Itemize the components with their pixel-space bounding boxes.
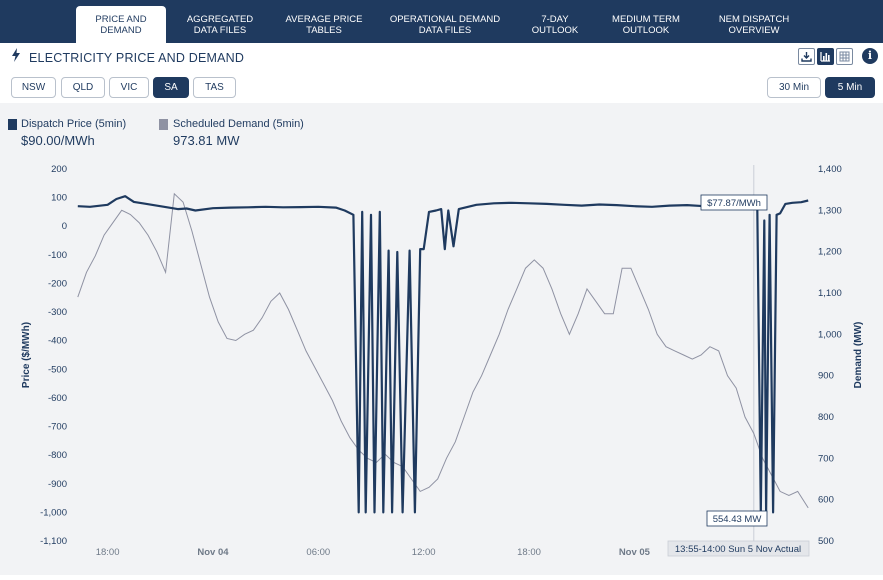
tab-nem-dispatch-overview[interactable]: NEM DISPATCH OVERVIEW bbox=[702, 6, 806, 43]
x-tick-label: 06:00 bbox=[306, 547, 330, 558]
price-series-line bbox=[77, 195, 809, 514]
y-left-tick-label: 100 bbox=[51, 193, 67, 204]
title-bar: ELECTRICITY PRICE AND DEMAND i bbox=[0, 43, 883, 73]
time-tooltip-box bbox=[667, 540, 810, 557]
demand-tooltip-text: 554.43 MW bbox=[713, 514, 762, 525]
y-right-tick-label: 1,100 bbox=[818, 288, 842, 299]
y-right-tick-label: 1,400 bbox=[818, 164, 842, 175]
y-right-tick-label: 800 bbox=[818, 412, 834, 423]
region-button-sa[interactable]: SA bbox=[153, 77, 189, 98]
y-left-tick-label: -200 bbox=[48, 278, 67, 289]
tab-label: OVERVIEW bbox=[728, 24, 780, 36]
legend-price-swatch bbox=[8, 119, 17, 130]
tab-aggregated-data-files[interactable]: AGGREGATED DATA FILES bbox=[175, 6, 265, 43]
y-left-tick-label: -1,000 bbox=[40, 507, 67, 518]
tab-operational-demand-data-files[interactable]: OPERATIONAL DEMAND DATA FILES bbox=[386, 6, 504, 43]
y-right-tick-label: 500 bbox=[818, 536, 834, 547]
tab-label: OUTLOOK bbox=[622, 24, 670, 36]
y-right-tick-label: 1,000 bbox=[818, 329, 842, 340]
price-tooltip-text: $77.87/MWh bbox=[707, 198, 761, 209]
chart-panel bbox=[0, 103, 883, 575]
x-tick-label: Nov 04 bbox=[197, 547, 229, 558]
tab-label: MEDIUM TERM bbox=[612, 13, 680, 25]
legend-demand-label: Scheduled Demand (5min) bbox=[173, 118, 304, 130]
tab-label: DATA FILES bbox=[193, 24, 247, 36]
tab-medium-term-outlook[interactable]: MEDIUM TERM OUTLOOK bbox=[603, 6, 689, 43]
table-view-icon bbox=[839, 51, 850, 62]
region-button-qld[interactable]: QLD bbox=[61, 77, 105, 98]
page-title: ELECTRICITY PRICE AND DEMAND bbox=[29, 51, 245, 65]
lightning-icon bbox=[12, 48, 20, 62]
legend-demand-swatch bbox=[159, 119, 168, 130]
interval-button-30min[interactable]: 30 Min bbox=[767, 77, 821, 98]
tab-label: AGGREGATED bbox=[186, 13, 254, 25]
y-right-tick-label: 1,300 bbox=[818, 205, 842, 216]
price-tooltip-box bbox=[700, 194, 768, 211]
y-left-tick-label: 200 bbox=[51, 164, 67, 175]
x-tick-label: 12:00 bbox=[412, 547, 436, 558]
y-right-axis-title: Demand (MW) bbox=[853, 322, 864, 389]
y-left-axis-title: Price ($/MWh) bbox=[21, 322, 32, 388]
download-button[interactable] bbox=[798, 48, 815, 65]
tab-label: TABLES bbox=[306, 24, 342, 36]
tab-label: NEM DISPATCH bbox=[718, 13, 790, 25]
y-right-tick-label: 900 bbox=[818, 371, 834, 382]
region-button-nsw[interactable]: NSW bbox=[11, 77, 56, 98]
tab-price-and-demand[interactable]: PRICE AND DEMAND bbox=[76, 6, 166, 43]
tab-label: OUTLOOK bbox=[531, 24, 579, 36]
region-button-tas[interactable]: TAS bbox=[193, 77, 236, 98]
x-tick-label: 18:00 bbox=[517, 547, 541, 558]
chart-view-button[interactable] bbox=[817, 48, 834, 65]
x-tick-label: 18:00 bbox=[96, 547, 120, 558]
region-button-vic[interactable]: VIC bbox=[109, 77, 149, 98]
x-tick-label: Nov 05 bbox=[619, 547, 651, 558]
legend-price-value: $90.00/MWh bbox=[21, 133, 95, 148]
tab-label: PRICE AND bbox=[95, 13, 147, 25]
download-icon bbox=[801, 52, 812, 62]
legend-demand-value: 973.81 MW bbox=[173, 133, 240, 148]
y-left-tick-label: -500 bbox=[48, 364, 67, 375]
table-view-button[interactable] bbox=[836, 48, 853, 65]
y-left-tick-label: -800 bbox=[48, 450, 67, 461]
interval-button-5min[interactable]: 5 Min bbox=[825, 77, 875, 98]
y-left-tick-label: -1,100 bbox=[40, 536, 67, 547]
tab-7-day-outlook[interactable]: 7-DAY OUTLOOK bbox=[515, 6, 595, 43]
y-left-tick-label: -600 bbox=[48, 393, 67, 404]
legend-price-label: Dispatch Price (5min) bbox=[21, 118, 127, 130]
info-icon[interactable]: i bbox=[862, 48, 878, 64]
tab-label: OPERATIONAL DEMAND bbox=[389, 13, 501, 25]
y-left-tick-label: -100 bbox=[48, 250, 67, 261]
y-right-tick-label: 1,200 bbox=[818, 247, 842, 258]
y-left-tick-label: -300 bbox=[48, 307, 67, 318]
tab-label: 7-DAY bbox=[541, 13, 569, 25]
demand-tooltip-box bbox=[706, 510, 768, 527]
y-left-tick-label: -700 bbox=[48, 422, 67, 433]
tab-label: AVERAGE PRICE bbox=[285, 13, 363, 25]
tab-average-price-tables[interactable]: AVERAGE PRICE TABLES bbox=[274, 6, 374, 43]
time-tooltip-text: 13:55-14:00 Sun 5 Nov Actual bbox=[675, 544, 801, 555]
tab-label: DATA FILES bbox=[418, 24, 472, 36]
y-left-tick-label: -400 bbox=[48, 336, 67, 347]
y-left-tick-label: 0 bbox=[62, 221, 67, 232]
tab-label: DEMAND bbox=[100, 24, 142, 36]
y-left-tick-label: -900 bbox=[48, 479, 67, 490]
y-right-tick-label: 700 bbox=[818, 453, 834, 464]
y-right-tick-label: 600 bbox=[818, 495, 834, 506]
chart-view-icon bbox=[820, 52, 830, 62]
demand-series-line bbox=[77, 192, 809, 509]
top-nav: PRICE AND DEMAND AGGREGATED DATA FILES AVE… bbox=[0, 0, 883, 43]
